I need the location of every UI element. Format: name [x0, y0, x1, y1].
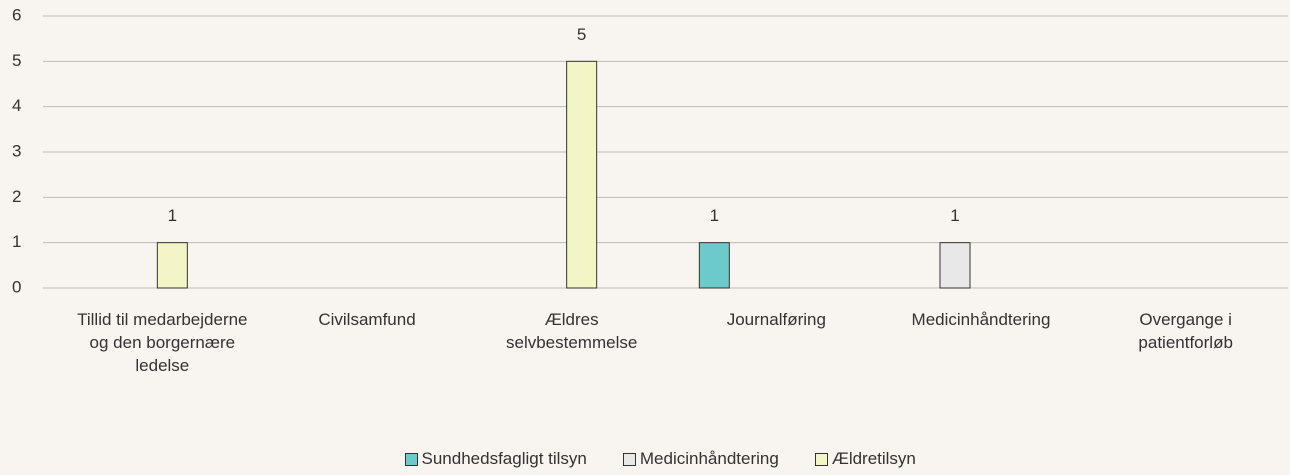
data-label: 1	[168, 206, 177, 225]
data-label: 1	[710, 206, 719, 225]
legend-swatch	[622, 452, 636, 466]
legend-label: Medicinhåndtering	[639, 449, 779, 468]
legend-item: Sundhedsfagligt tilsyn	[404, 449, 587, 469]
y-tick-label: 6	[12, 5, 21, 24]
y-tick-label: 2	[12, 187, 21, 206]
x-tick-label: Ældres selvbestemmelse	[505, 310, 638, 352]
x-tick-label: Medicinhåndtering	[911, 310, 1051, 329]
data-label: 5	[577, 25, 586, 44]
legend: Sundhedsfagligt tilsyn Medicinhåndtering Æ…	[404, 449, 916, 469]
data-label: 1	[950, 206, 959, 225]
legend-item: Medicinhåndtering	[622, 449, 779, 469]
y-tick-label: 1	[12, 232, 21, 251]
legend-swatch	[404, 452, 418, 466]
bar	[698, 242, 730, 289]
legend-label: Sundhedsfagligt tilsyn	[421, 449, 587, 468]
y-tick-label: 3	[12, 141, 21, 160]
x-tick-label: Tillid til medarbejderne og den borgernæ…	[77, 310, 248, 375]
y-tick-label: 4	[12, 96, 21, 115]
x-tick-label: Civilsamfund	[318, 310, 416, 329]
legend-swatch	[814, 452, 828, 466]
bar	[939, 242, 971, 289]
x-tick-label: Overgange i patientforløb	[1138, 310, 1233, 352]
bar	[566, 60, 598, 289]
legend-item: Ældretilsyn	[814, 449, 916, 469]
legend-label: Ældretilsyn	[831, 449, 916, 468]
bar	[156, 242, 188, 289]
x-tick-label: Journalføring	[726, 310, 826, 329]
y-tick-label: 0	[12, 277, 21, 296]
y-tick-label: 5	[12, 51, 21, 70]
